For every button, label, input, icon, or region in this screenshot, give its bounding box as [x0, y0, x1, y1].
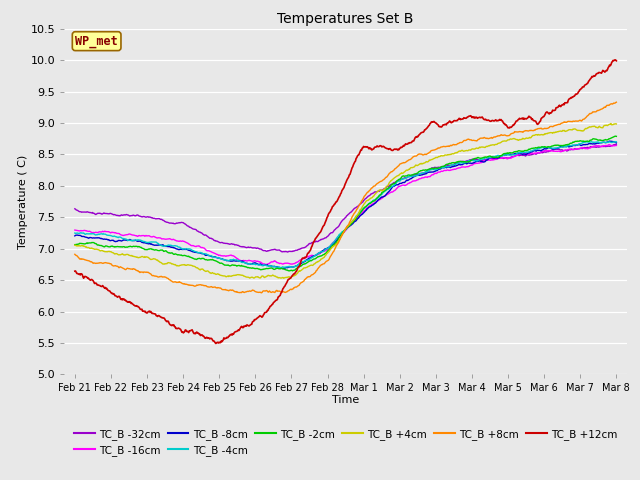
TC_B -8cm: [386, 188, 394, 193]
TC_B -8cm: [605, 138, 613, 144]
Legend: TC_B -32cm, TC_B -16cm, TC_B -8cm, TC_B -4cm, TC_B -2cm, TC_B +4cm, TC_B +8cm, T: TC_B -32cm, TC_B -16cm, TC_B -8cm, TC_B …: [70, 424, 621, 460]
TC_B -2cm: [71, 242, 79, 248]
TC_B +8cm: [538, 126, 546, 132]
TC_B -2cm: [386, 184, 394, 190]
TC_B +4cm: [483, 144, 490, 149]
TC_B -32cm: [386, 182, 394, 188]
TC_B +4cm: [104, 249, 112, 254]
TC_B +4cm: [607, 120, 615, 126]
TC_B +8cm: [401, 160, 408, 166]
TC_B +12cm: [401, 143, 408, 149]
TC_B +4cm: [538, 132, 546, 137]
TC_B -32cm: [401, 175, 408, 181]
Line: TC_B -4cm: TC_B -4cm: [75, 142, 616, 268]
TC_B -4cm: [71, 230, 79, 236]
TC_B -8cm: [538, 147, 546, 153]
Line: TC_B +8cm: TC_B +8cm: [75, 102, 616, 293]
TC_B -32cm: [417, 170, 424, 176]
TC_B -16cm: [538, 149, 546, 155]
TC_B -8cm: [483, 157, 490, 163]
TC_B +12cm: [483, 117, 490, 123]
TC_B -16cm: [417, 176, 424, 181]
TC_B +12cm: [538, 115, 546, 121]
TC_B +12cm: [71, 268, 79, 274]
TC_B -32cm: [612, 142, 620, 147]
TC_B -16cm: [104, 229, 112, 235]
Line: TC_B -32cm: TC_B -32cm: [75, 144, 616, 252]
TC_B -16cm: [401, 182, 408, 188]
TC_B +8cm: [483, 136, 490, 142]
TC_B +4cm: [280, 276, 287, 281]
TC_B -8cm: [612, 140, 620, 146]
TC_B -4cm: [612, 139, 620, 144]
TC_B -32cm: [104, 211, 112, 216]
TC_B -2cm: [612, 133, 620, 139]
TC_B +12cm: [417, 131, 424, 136]
TC_B -4cm: [104, 232, 112, 238]
TC_B +12cm: [212, 341, 220, 347]
TC_B -32cm: [538, 150, 546, 156]
TC_B -2cm: [538, 144, 546, 150]
TC_B -8cm: [71, 233, 79, 239]
X-axis label: Time: Time: [332, 395, 359, 405]
TC_B -2cm: [401, 173, 408, 179]
TC_B -16cm: [386, 190, 394, 196]
TC_B +4cm: [612, 121, 620, 127]
Text: WP_met: WP_met: [76, 35, 118, 48]
TC_B +8cm: [612, 99, 620, 105]
TC_B +12cm: [386, 146, 394, 152]
TC_B +12cm: [611, 57, 619, 63]
Title: Temperatures Set B: Temperatures Set B: [277, 12, 414, 26]
TC_B +4cm: [401, 169, 408, 175]
Line: TC_B +4cm: TC_B +4cm: [75, 123, 616, 278]
TC_B -32cm: [284, 249, 291, 255]
TC_B +4cm: [386, 179, 394, 185]
TC_B -8cm: [104, 237, 112, 243]
Line: TC_B -16cm: TC_B -16cm: [75, 144, 616, 264]
Line: TC_B -8cm: TC_B -8cm: [75, 141, 616, 268]
Y-axis label: Temperature ( C): Temperature ( C): [17, 155, 28, 249]
TC_B -4cm: [277, 265, 285, 271]
TC_B -16cm: [605, 142, 612, 147]
TC_B +8cm: [257, 290, 265, 296]
Line: TC_B +12cm: TC_B +12cm: [75, 60, 616, 344]
Line: TC_B -2cm: TC_B -2cm: [75, 136, 616, 271]
TC_B -4cm: [401, 176, 408, 181]
TC_B -16cm: [612, 143, 620, 148]
TC_B -4cm: [538, 145, 546, 151]
TC_B -32cm: [483, 157, 490, 163]
TC_B -8cm: [401, 180, 408, 185]
TC_B -2cm: [483, 155, 490, 160]
TC_B +8cm: [386, 170, 394, 176]
TC_B -8cm: [417, 172, 424, 178]
TC_B +4cm: [71, 242, 79, 248]
TC_B -2cm: [289, 268, 296, 274]
TC_B -2cm: [104, 244, 112, 250]
TC_B -16cm: [262, 262, 270, 267]
TC_B +8cm: [71, 252, 79, 257]
TC_B +12cm: [104, 288, 112, 293]
TC_B -4cm: [417, 171, 424, 177]
TC_B -2cm: [417, 168, 424, 174]
TC_B -4cm: [483, 155, 490, 161]
TC_B -4cm: [582, 139, 590, 144]
TC_B -16cm: [483, 157, 490, 163]
TC_B +8cm: [104, 260, 112, 266]
TC_B -8cm: [280, 265, 287, 271]
TC_B +8cm: [417, 151, 424, 157]
TC_B -32cm: [71, 206, 79, 212]
TC_B -16cm: [71, 227, 79, 233]
TC_B -4cm: [386, 185, 394, 191]
TC_B -2cm: [612, 133, 620, 139]
TC_B +12cm: [612, 58, 620, 64]
TC_B +4cm: [417, 161, 424, 167]
